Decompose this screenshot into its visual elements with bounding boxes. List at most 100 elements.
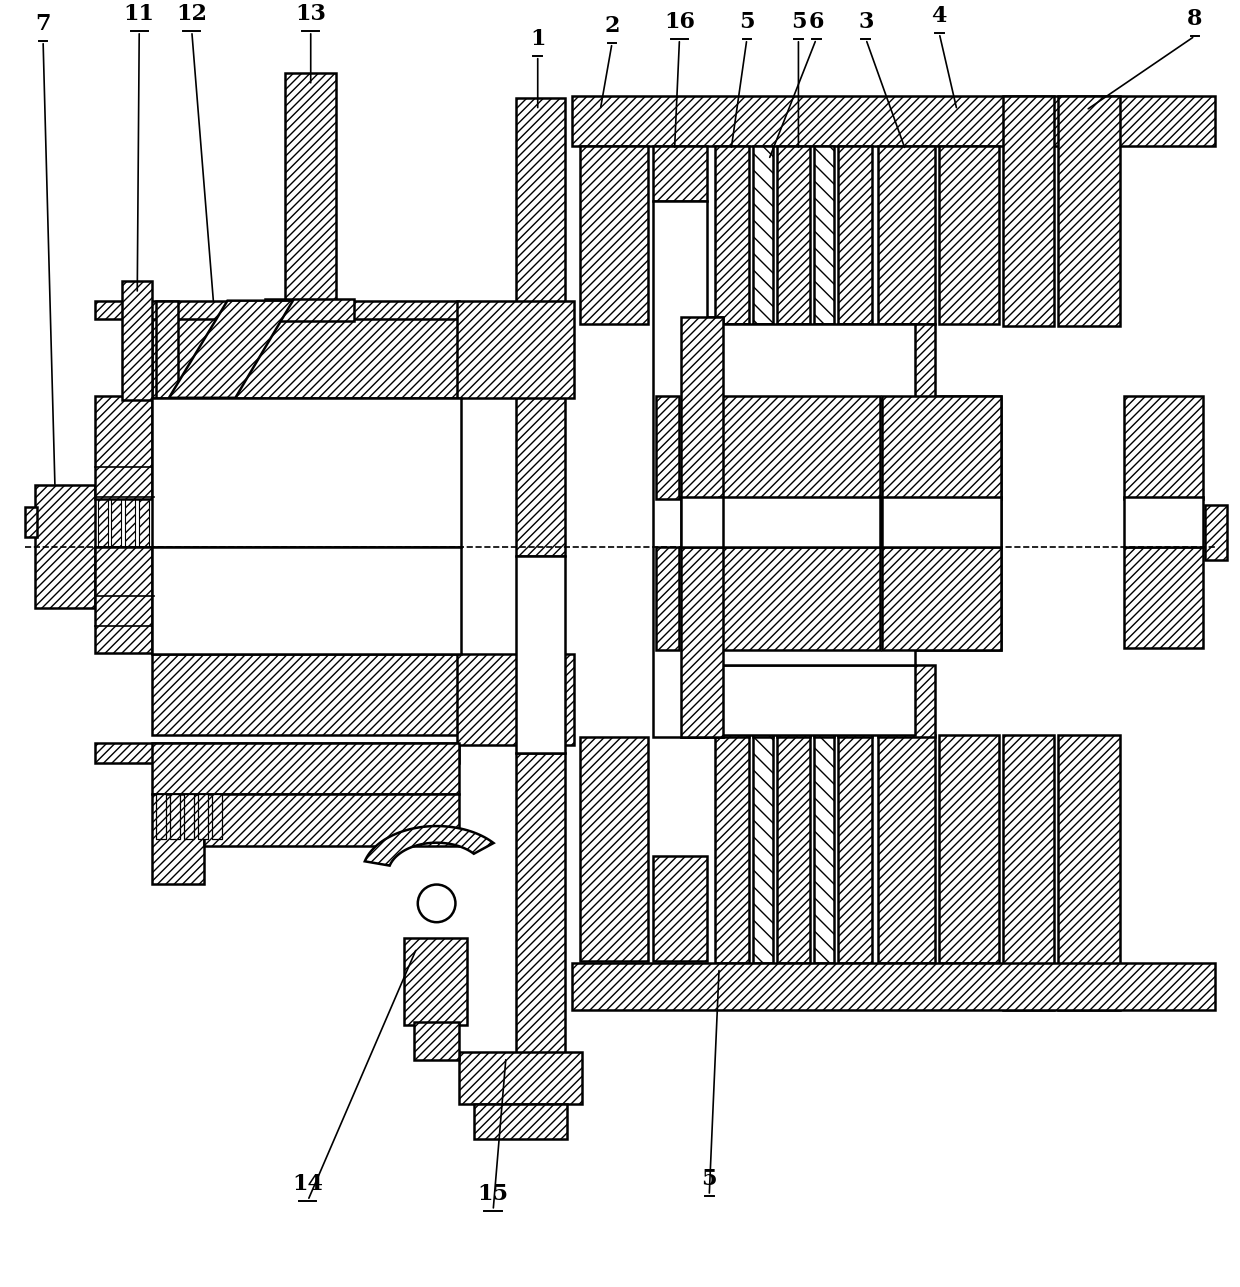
Bar <box>719 396 879 499</box>
Text: 12: 12 <box>176 3 207 26</box>
Bar <box>838 665 872 737</box>
Bar <box>882 547 1001 650</box>
Bar <box>776 324 810 400</box>
Bar <box>197 794 207 839</box>
Bar <box>715 400 915 497</box>
Bar <box>123 281 153 400</box>
Bar <box>1205 505 1226 560</box>
Bar <box>939 145 998 324</box>
Bar <box>715 665 749 737</box>
Bar <box>815 145 835 324</box>
Bar <box>98 497 108 547</box>
Bar <box>776 735 810 963</box>
Bar <box>682 497 723 547</box>
Bar <box>719 396 879 499</box>
Text: 1: 1 <box>529 28 546 50</box>
Bar <box>776 665 810 737</box>
Bar <box>459 1051 583 1104</box>
Bar <box>753 665 773 737</box>
Text: 11: 11 <box>124 3 155 26</box>
Bar <box>516 556 565 753</box>
Bar <box>516 753 565 1060</box>
Text: 13: 13 <box>295 3 326 26</box>
Bar <box>838 324 872 400</box>
Bar <box>184 794 193 839</box>
Bar <box>715 324 915 499</box>
Bar <box>1003 97 1054 327</box>
Text: 5: 5 <box>739 12 755 33</box>
Bar <box>753 735 773 963</box>
Bar <box>715 547 915 665</box>
Bar <box>682 547 723 737</box>
Bar <box>1123 396 1203 499</box>
Bar <box>139 497 149 547</box>
Bar <box>1058 735 1120 1010</box>
Bar <box>1123 547 1203 647</box>
Bar <box>94 301 459 318</box>
Bar <box>939 735 998 963</box>
Bar <box>285 72 336 302</box>
Bar <box>212 794 222 839</box>
Bar <box>156 794 166 839</box>
Bar <box>656 396 680 499</box>
Bar <box>203 794 459 846</box>
Bar <box>719 497 879 547</box>
Bar <box>153 317 461 398</box>
Bar <box>882 497 1001 547</box>
Bar <box>719 497 879 547</box>
Text: 6: 6 <box>808 12 825 33</box>
Bar <box>265 299 355 320</box>
Bar <box>35 485 94 607</box>
Bar <box>753 145 773 324</box>
Bar <box>1058 97 1120 327</box>
Bar <box>170 794 180 839</box>
Text: 16: 16 <box>663 12 694 33</box>
Bar <box>153 743 459 794</box>
Text: 14: 14 <box>293 1172 324 1194</box>
Bar <box>878 145 935 324</box>
Bar <box>652 856 707 961</box>
Bar <box>156 301 177 398</box>
Circle shape <box>418 884 455 923</box>
Bar <box>815 665 835 737</box>
Bar <box>715 735 749 963</box>
Bar <box>652 145 707 201</box>
Bar <box>815 324 835 400</box>
Bar <box>125 497 135 547</box>
Bar <box>878 735 935 963</box>
Bar <box>94 743 459 763</box>
Bar <box>682 547 723 737</box>
Bar <box>682 497 723 547</box>
Bar <box>682 317 723 499</box>
Bar <box>838 145 872 324</box>
Bar <box>573 97 1215 145</box>
Bar <box>753 324 773 400</box>
Bar <box>882 547 1001 650</box>
Bar <box>776 145 810 324</box>
Text: 3: 3 <box>858 12 873 33</box>
Bar <box>838 735 872 963</box>
Bar <box>715 145 749 324</box>
Polygon shape <box>169 301 293 398</box>
Bar <box>153 794 203 884</box>
Bar <box>719 547 879 650</box>
Bar <box>652 201 707 737</box>
Bar <box>580 737 647 961</box>
Bar <box>112 497 122 547</box>
Bar <box>882 396 1001 499</box>
Text: 5: 5 <box>702 1167 717 1190</box>
Bar <box>882 396 1001 499</box>
Bar <box>682 317 723 499</box>
Bar <box>1003 735 1054 1010</box>
Bar <box>153 654 461 735</box>
Bar <box>404 938 467 1026</box>
Bar <box>715 324 749 400</box>
Bar <box>153 497 162 547</box>
Polygon shape <box>365 826 494 866</box>
Bar <box>414 1022 459 1060</box>
Bar <box>25 507 37 537</box>
Bar <box>153 398 461 547</box>
Text: 2: 2 <box>604 15 620 37</box>
Text: 15: 15 <box>477 1183 508 1205</box>
Bar <box>719 547 879 650</box>
